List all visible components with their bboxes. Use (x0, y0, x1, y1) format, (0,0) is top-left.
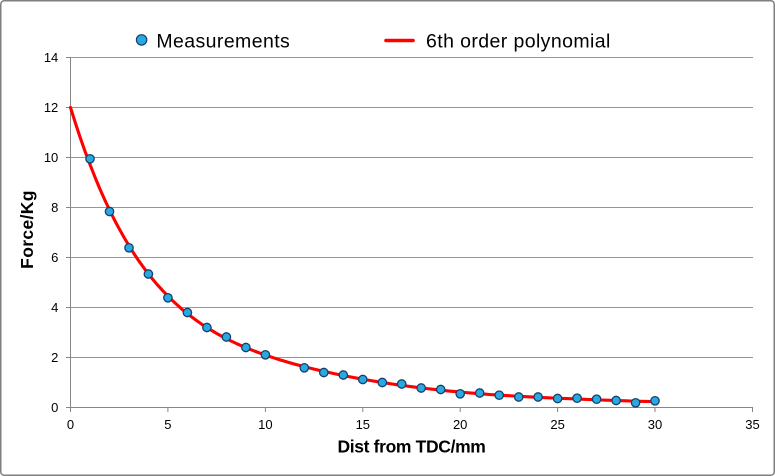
svg-text:25: 25 (550, 417, 564, 432)
svg-text:30: 30 (648, 417, 662, 432)
svg-text:5: 5 (164, 417, 171, 432)
svg-text:Force/Kg: Force/Kg (17, 190, 37, 269)
svg-text:6: 6 (51, 250, 58, 265)
svg-text:0: 0 (67, 417, 74, 432)
svg-text:10: 10 (44, 150, 58, 165)
svg-text:20: 20 (453, 417, 467, 432)
svg-text:14: 14 (44, 50, 58, 65)
svg-text:8: 8 (51, 200, 58, 215)
svg-text:6th order polynomial: 6th order polynomial (426, 30, 611, 52)
svg-text:10: 10 (258, 417, 272, 432)
svg-text:15: 15 (356, 417, 370, 432)
svg-text:35: 35 (745, 417, 759, 432)
svg-text:2: 2 (51, 350, 58, 365)
svg-text:4: 4 (51, 300, 58, 315)
svg-text:12: 12 (44, 100, 58, 115)
svg-text:Dist from TDC/mm: Dist from TDC/mm (337, 437, 485, 457)
svg-text:0: 0 (51, 400, 58, 415)
svg-text:Measurements: Measurements (156, 30, 290, 52)
